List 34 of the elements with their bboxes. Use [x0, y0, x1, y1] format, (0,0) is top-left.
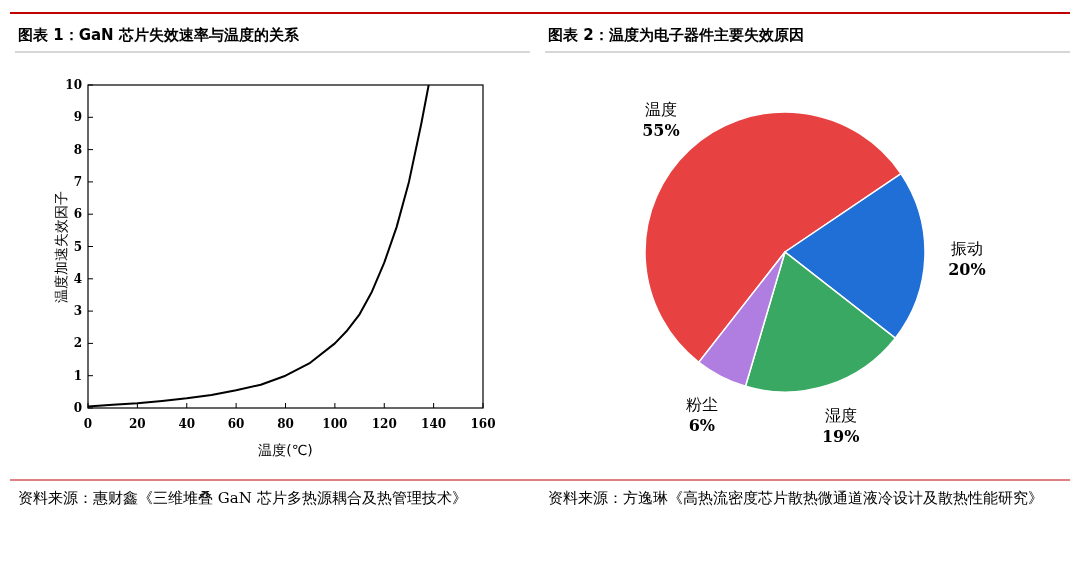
y-tick-label: 3	[73, 304, 82, 319]
x-tick-label: 120	[371, 417, 397, 431]
y-tick-label: 4	[73, 271, 82, 286]
y-tick-label: 6	[73, 207, 82, 222]
y-tick-label: 10	[65, 78, 82, 92]
text: 资料来源：惠财鑫《三维堆叠 GaN 芯片多热源耦合及热管理技术》	[18, 489, 467, 507]
chart-title: 图表 1：GaN 芯片失效速率与温度的关系	[18, 26, 300, 44]
x-axis-title: 温度(℃)	[258, 442, 313, 458]
y-tick-label: 8	[73, 142, 82, 157]
y-tick-label: 0	[73, 401, 82, 415]
data-label: 19%	[821, 427, 860, 447]
x-tick-label: 140	[421, 417, 447, 431]
data-label: 55%	[642, 120, 680, 140]
data-label: 6%	[688, 415, 715, 435]
y-tick-label: 2	[73, 336, 82, 351]
x-tick-label: 60	[227, 417, 245, 431]
x-tick-label: 160	[470, 417, 496, 431]
data-label: 20%	[948, 260, 986, 280]
slice-label: 粉尘	[685, 394, 718, 414]
x-tick-label: 20	[129, 417, 146, 431]
text: 资料来源：方逸琳《高热流密度芯片散热微通道液冷设计及散热性能研究》	[548, 489, 1043, 507]
y-tick-label: 5	[73, 239, 82, 254]
y-tick-label: 7	[73, 174, 82, 189]
x-tick-label: 100	[322, 417, 348, 431]
y-tick-label: 9	[73, 110, 82, 125]
x-tick-label: 0	[83, 417, 93, 431]
slice-label: 温度	[644, 99, 677, 119]
y-axis-title: 温度加速失效因子	[53, 190, 69, 303]
slice-label: 湿度	[824, 406, 857, 426]
x-tick-label: 80	[277, 417, 294, 431]
x-tick-label: 40	[178, 417, 196, 431]
chart-title: 图表 2：温度为电子器件主要失效原因	[548, 26, 804, 44]
y-tick-label: 1	[73, 368, 82, 383]
slice-label: 振动	[950, 239, 983, 259]
